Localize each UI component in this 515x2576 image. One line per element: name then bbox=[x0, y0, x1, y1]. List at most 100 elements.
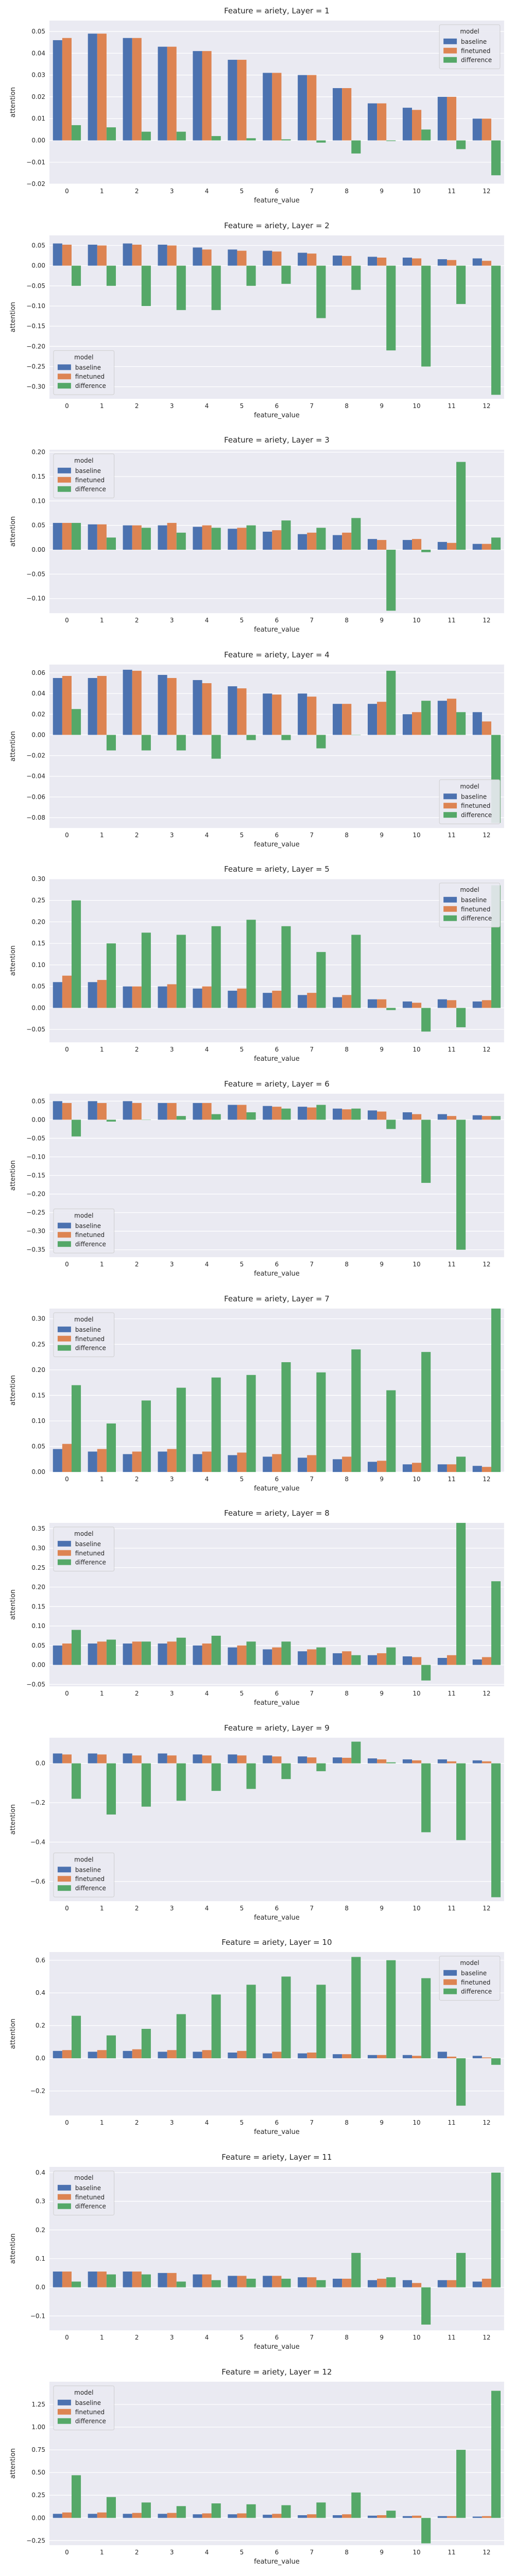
bar-finetuned-4 bbox=[202, 2513, 212, 2518]
legend-swatch-baseline bbox=[57, 2399, 71, 2405]
bar-baseline-0 bbox=[53, 1449, 62, 1472]
bar-baseline-8 bbox=[333, 1459, 342, 1472]
x-tick-label: 0 bbox=[65, 1690, 69, 1697]
x-tick-label: 2 bbox=[135, 2119, 139, 2126]
legend-swatch-baseline bbox=[57, 1867, 71, 1873]
x-tick-label: 1 bbox=[100, 402, 104, 410]
chart-title: Feature = ariety, Layer = 6 bbox=[224, 1079, 330, 1089]
bar-difference-1 bbox=[106, 2497, 116, 2518]
bar-finetuned-5 bbox=[237, 1105, 247, 1120]
x-axis-label: feature_value bbox=[254, 197, 300, 205]
y-axis-label: attention bbox=[9, 2233, 17, 2264]
bar-difference-3 bbox=[176, 1763, 186, 1801]
bar-difference-5 bbox=[246, 1641, 256, 1665]
bar-finetuned-7 bbox=[307, 2514, 317, 2518]
legend-swatch-finetuned bbox=[57, 2194, 71, 2200]
y-tick-label: −0.1 bbox=[30, 2312, 45, 2319]
bar-baseline-12 bbox=[472, 1466, 482, 1472]
legend-label-finetuned: finetuned bbox=[75, 1231, 105, 1239]
x-tick-label: 11 bbox=[448, 188, 455, 195]
bar-baseline-2 bbox=[123, 243, 132, 266]
plot-background bbox=[49, 1308, 504, 1472]
legend-swatch-difference bbox=[443, 812, 457, 818]
bar-finetuned-4 bbox=[202, 2050, 212, 2059]
x-tick-label: 6 bbox=[275, 832, 279, 839]
x-tick-label: 10 bbox=[413, 2334, 420, 2341]
legend-swatch-difference bbox=[57, 486, 71, 492]
y-tick-label: 0.05 bbox=[31, 1642, 45, 1649]
bar-difference-9 bbox=[386, 1120, 396, 1129]
bar-difference-2 bbox=[141, 933, 151, 1008]
bar-baseline-9 bbox=[367, 103, 377, 141]
bar-finetuned-9 bbox=[377, 1461, 387, 1472]
x-tick-label: 0 bbox=[65, 2549, 69, 2556]
bar-baseline-1 bbox=[88, 678, 97, 735]
y-tick-label: 0.10 bbox=[31, 1417, 45, 1425]
bar-difference-1 bbox=[106, 2035, 116, 2059]
bar-baseline-11 bbox=[437, 1759, 447, 1764]
legend: model baseline finetuned difference bbox=[53, 2385, 115, 2431]
x-axis-label: feature_value bbox=[254, 2343, 300, 2351]
chart-panel-layer-2: −0.30 −0.25 −0.20 −0.15 −0.10 −0.05 0.00 0.05 0 1… bbox=[9, 221, 504, 419]
bar-finetuned-1 bbox=[97, 1754, 107, 1764]
y-tick-label: 0.25 bbox=[31, 897, 45, 904]
bar-finetuned-9 bbox=[377, 999, 387, 1008]
bar-finetuned-4 bbox=[202, 51, 212, 141]
bar-finetuned-12 bbox=[482, 721, 491, 735]
bar-finetuned-4 bbox=[202, 2274, 212, 2287]
legend-label-finetuned: finetuned bbox=[461, 906, 490, 913]
y-tick-label: 0.04 bbox=[31, 49, 45, 57]
bar-finetuned-10 bbox=[412, 1003, 422, 1008]
x-tick-label: 4 bbox=[205, 1261, 209, 1268]
legend-label-baseline: baseline bbox=[75, 1540, 101, 1548]
legend-title: model bbox=[460, 1959, 479, 1967]
y-tick-label: 0.15 bbox=[31, 473, 45, 480]
bar-baseline-4 bbox=[193, 2274, 202, 2287]
x-tick-label: 11 bbox=[448, 402, 455, 410]
bar-finetuned-8 bbox=[342, 1109, 352, 1120]
bar-baseline-11 bbox=[437, 96, 447, 141]
legend-swatch-difference bbox=[443, 57, 457, 63]
bar-baseline-1 bbox=[88, 1451, 97, 1472]
bar-baseline-11 bbox=[437, 1464, 447, 1472]
y-axis-label: attention bbox=[9, 731, 17, 761]
legend-label-finetuned: finetuned bbox=[461, 1979, 490, 1986]
x-tick-label: 10 bbox=[413, 1261, 420, 1268]
bar-baseline-2 bbox=[123, 2514, 132, 2518]
legend-swatch-finetuned bbox=[57, 374, 71, 380]
bar-baseline-10 bbox=[402, 2055, 413, 2059]
x-tick-label: 10 bbox=[413, 1046, 420, 1053]
x-tick-label: 1 bbox=[100, 1690, 104, 1697]
x-tick-label: 12 bbox=[483, 2119, 490, 2126]
bar-baseline-9 bbox=[367, 1758, 377, 1764]
bar-baseline-5 bbox=[228, 990, 237, 1008]
bar-difference-9 bbox=[386, 1390, 396, 1472]
bar-difference-5 bbox=[246, 920, 256, 1008]
bar-baseline-12 bbox=[472, 2516, 482, 2518]
x-tick-label: 4 bbox=[205, 1690, 209, 1697]
x-tick-label: 2 bbox=[135, 1905, 139, 1912]
bar-finetuned-5 bbox=[237, 988, 247, 1008]
x-tick-label: 4 bbox=[205, 2119, 209, 2126]
bar-difference-0 bbox=[71, 1385, 81, 1472]
y-tick-label: −0.25 bbox=[26, 1209, 45, 1216]
x-tick-label: 0 bbox=[65, 2119, 69, 2126]
x-tick-label: 9 bbox=[380, 1905, 384, 1912]
legend-swatch-difference bbox=[57, 2203, 71, 2209]
bar-finetuned-1 bbox=[97, 2050, 107, 2059]
plot-background bbox=[49, 878, 504, 1043]
bar-difference-7 bbox=[316, 1985, 326, 2059]
bar-finetuned-4 bbox=[202, 1755, 212, 1764]
x-tick-label: 10 bbox=[413, 1476, 420, 1483]
bar-baseline-9 bbox=[367, 704, 377, 735]
x-axis-label: feature_value bbox=[254, 2128, 300, 2136]
legend-swatch-finetuned bbox=[57, 1876, 71, 1882]
legend-swatch-finetuned bbox=[443, 803, 457, 809]
y-tick-label: 0.15 bbox=[31, 940, 45, 947]
bar-finetuned-8 bbox=[342, 1651, 352, 1665]
bar-finetuned-6 bbox=[272, 2052, 282, 2059]
bar-finetuned-12 bbox=[482, 544, 491, 550]
y-tick-label: 0.3 bbox=[36, 2198, 45, 2205]
y-tick-label: −0.05 bbox=[26, 1134, 45, 1142]
